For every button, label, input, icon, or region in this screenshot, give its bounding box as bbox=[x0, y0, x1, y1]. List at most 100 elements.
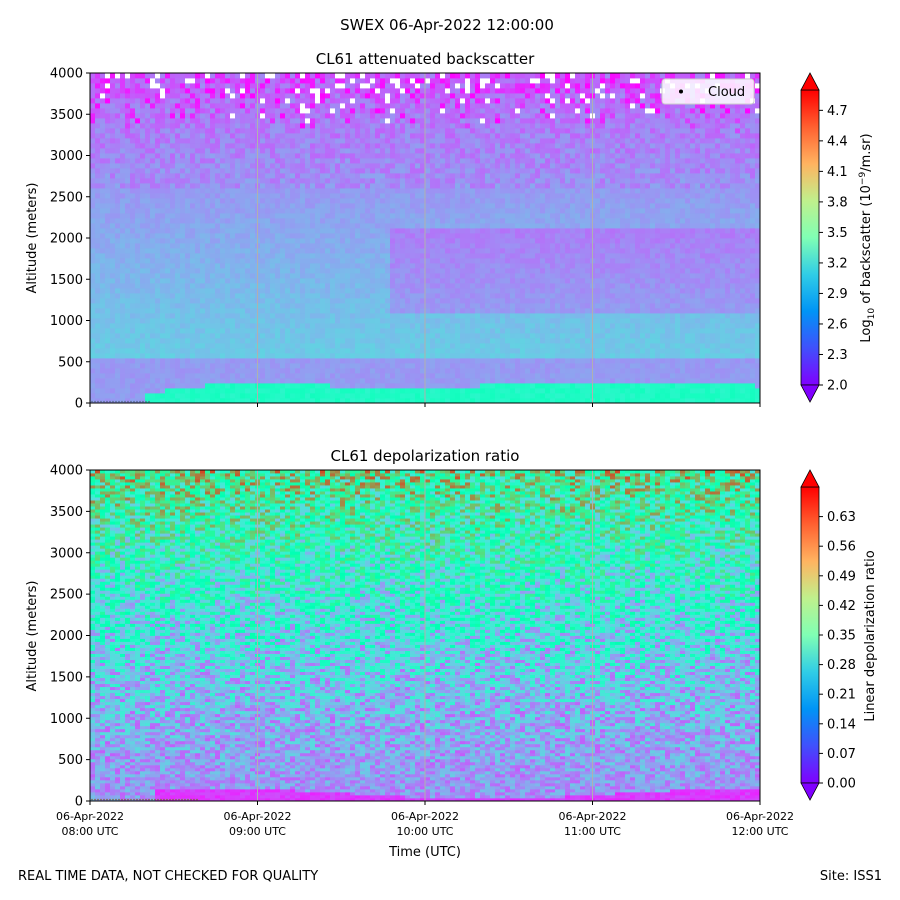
heatmap-cell bbox=[130, 153, 136, 159]
heatmap-cell bbox=[430, 318, 436, 324]
heatmap-cell bbox=[435, 248, 441, 254]
heatmap-cell bbox=[175, 103, 181, 109]
heatmap-cell bbox=[180, 148, 186, 154]
heatmap-cell bbox=[265, 178, 271, 184]
heatmap-cell bbox=[305, 148, 311, 154]
heatmap-cell bbox=[180, 178, 186, 184]
heatmap-cell bbox=[360, 258, 366, 264]
heatmap-cell bbox=[215, 398, 221, 403]
heatmap-cell bbox=[270, 278, 276, 284]
heatmap-cell bbox=[140, 183, 146, 189]
heatmap-cell bbox=[380, 258, 386, 264]
heatmap-cell bbox=[330, 368, 336, 374]
heatmap-cell bbox=[220, 128, 226, 134]
heatmap-cell bbox=[120, 153, 126, 159]
heatmap-cell bbox=[385, 213, 391, 219]
heatmap-cell bbox=[190, 368, 196, 374]
heatmap-cell bbox=[275, 148, 281, 154]
heatmap-cell bbox=[405, 213, 411, 219]
heatmap-cell bbox=[440, 133, 446, 139]
heatmap-cell bbox=[450, 358, 456, 364]
heatmap-cell bbox=[365, 213, 371, 219]
heatmap-cell bbox=[100, 158, 106, 164]
heatmap-cell bbox=[140, 273, 146, 279]
heatmap-cell bbox=[310, 238, 316, 244]
heatmap-cell bbox=[225, 378, 231, 384]
heatmap-cell bbox=[340, 363, 346, 369]
heatmap-cell bbox=[265, 308, 271, 314]
heatmap-cell bbox=[165, 123, 171, 129]
heatmap-cell bbox=[105, 273, 111, 279]
heatmap-cell bbox=[425, 313, 431, 319]
heatmap-cell bbox=[155, 388, 161, 394]
heatmap-cell bbox=[340, 348, 346, 354]
heatmap-cell bbox=[185, 208, 191, 214]
heatmap-cell bbox=[235, 318, 241, 324]
heatmap-cell bbox=[455, 133, 461, 139]
heatmap-cell bbox=[225, 83, 231, 89]
heatmap-cell bbox=[110, 308, 116, 314]
heatmap-cell bbox=[200, 363, 206, 369]
heatmap-cell bbox=[355, 208, 361, 214]
heatmap-cell bbox=[335, 218, 341, 224]
heatmap-cell bbox=[275, 223, 281, 229]
heatmap-cell bbox=[315, 208, 321, 214]
heatmap-cell bbox=[105, 233, 111, 239]
heatmap-cell bbox=[285, 313, 291, 319]
heatmap-cell bbox=[405, 88, 411, 94]
heatmap-cell bbox=[420, 178, 426, 184]
heatmap-cell bbox=[195, 133, 201, 139]
heatmap-cell bbox=[280, 343, 286, 349]
heatmap-cell bbox=[185, 103, 191, 109]
heatmap-cell bbox=[90, 173, 96, 179]
heatmap-cell bbox=[460, 273, 466, 279]
heatmap-cell bbox=[155, 263, 161, 269]
heatmap-cell bbox=[125, 73, 131, 79]
heatmap-cell bbox=[95, 393, 101, 399]
heatmap-cell bbox=[100, 368, 106, 374]
heatmap-cell bbox=[205, 73, 211, 79]
heatmap-cell bbox=[350, 253, 356, 259]
heatmap-cell bbox=[135, 348, 141, 354]
heatmap-cell bbox=[110, 123, 116, 129]
heatmap-cell bbox=[155, 193, 161, 199]
heatmap-cell bbox=[335, 398, 341, 403]
heatmap-cell bbox=[450, 78, 456, 84]
heatmap-cell bbox=[385, 118, 391, 124]
heatmap-cell bbox=[140, 158, 146, 164]
heatmap-cell bbox=[280, 333, 286, 339]
heatmap-cell bbox=[120, 183, 126, 189]
heatmap-cell bbox=[260, 108, 266, 114]
heatmap-cell bbox=[155, 173, 161, 179]
heatmap-cell bbox=[305, 378, 311, 384]
heatmap-cell bbox=[100, 73, 106, 79]
heatmap-cell bbox=[405, 188, 411, 194]
heatmap-cell bbox=[355, 358, 361, 364]
heatmap-cell bbox=[205, 363, 211, 369]
heatmap-cell bbox=[350, 73, 356, 79]
heatmap-cell bbox=[405, 393, 411, 399]
heatmap-cell bbox=[95, 133, 101, 139]
heatmap-cell bbox=[165, 333, 171, 339]
heatmap-cell bbox=[185, 98, 191, 104]
heatmap-cell bbox=[175, 188, 181, 194]
heatmap-cell bbox=[260, 328, 266, 334]
heatmap-cell bbox=[305, 383, 311, 389]
heatmap-cell bbox=[335, 128, 341, 134]
heatmap-cell bbox=[440, 238, 446, 244]
heatmap-cell bbox=[170, 123, 176, 129]
heatmap-cell bbox=[280, 338, 286, 344]
heatmap-cell bbox=[405, 73, 411, 79]
heatmap-cell bbox=[140, 123, 146, 129]
heatmap-cell bbox=[165, 328, 171, 334]
heatmap-cell bbox=[150, 153, 156, 159]
heatmap-cell bbox=[465, 273, 471, 279]
heatmap-cell bbox=[280, 123, 286, 129]
heatmap-cell bbox=[205, 173, 211, 179]
heatmap-cell bbox=[125, 223, 131, 229]
heatmap-cell bbox=[185, 228, 191, 234]
heatmap-cell bbox=[325, 188, 331, 194]
heatmap-cell bbox=[195, 243, 201, 249]
heatmap-cell bbox=[260, 373, 266, 379]
heatmap-cell bbox=[120, 393, 126, 399]
